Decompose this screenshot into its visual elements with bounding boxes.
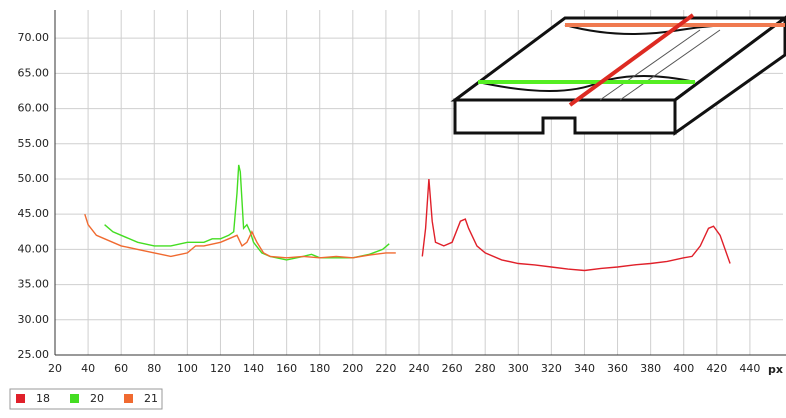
x-tick-label: 280 xyxy=(475,362,496,375)
y-tick-label: 60.00 xyxy=(18,102,50,115)
series-line xyxy=(84,213,396,259)
y-tick-label: 35.00 xyxy=(18,278,50,291)
legend-swatch xyxy=(70,394,79,403)
y-tick-label: 55.00 xyxy=(18,137,50,150)
y-tick-label: 25.00 xyxy=(18,348,50,361)
plot-lines xyxy=(84,164,731,272)
x-tick-label: 140 xyxy=(243,362,264,375)
y-tick-label: 70.00 xyxy=(18,31,50,44)
x-tick-label: 400 xyxy=(673,362,694,375)
x-tick-label: 40 xyxy=(81,362,95,375)
legend-items: 18 20 21 xyxy=(16,392,158,405)
x-tick-label: 320 xyxy=(541,362,562,375)
legend-label: 18 xyxy=(36,392,50,405)
y-tick-label: 50.00 xyxy=(18,172,50,185)
x-tick-label: 360 xyxy=(607,362,628,375)
legend-label: 21 xyxy=(144,392,158,405)
series-line xyxy=(421,178,731,272)
x-tick-label: 200 xyxy=(342,362,363,375)
x-tick-label: 240 xyxy=(409,362,430,375)
legend-label: 20 xyxy=(90,392,104,405)
y-tick-label: 45.00 xyxy=(18,207,50,220)
legend-swatch xyxy=(16,394,25,403)
x-tick-label: 80 xyxy=(147,362,161,375)
x-tick-label: 440 xyxy=(739,362,760,375)
x-tick-label: 300 xyxy=(508,362,529,375)
x-tick-label: 260 xyxy=(442,362,463,375)
y-tick-label: 30.00 xyxy=(18,313,50,326)
x-tick-label: 160 xyxy=(276,362,297,375)
x-tick-label: 420 xyxy=(706,362,727,375)
x-tick-label: 120 xyxy=(210,362,231,375)
inset-diagram xyxy=(450,13,786,136)
x-tick-label: 20 xyxy=(48,362,62,375)
x-tick-label: 180 xyxy=(309,362,330,375)
x-tick-label: 380 xyxy=(640,362,661,375)
x-tick-label: 60 xyxy=(114,362,128,375)
grid xyxy=(54,10,783,356)
x-axis-label: px xyxy=(768,363,783,376)
y-tick-label: 65.00 xyxy=(18,66,50,79)
x-tick-label: 340 xyxy=(574,362,595,375)
legend xyxy=(9,388,163,410)
y-tick-label: 40.00 xyxy=(18,242,50,255)
x-tick-label: 100 xyxy=(177,362,198,375)
x-tick-label: 220 xyxy=(375,362,396,375)
legend-swatch xyxy=(124,394,133,403)
